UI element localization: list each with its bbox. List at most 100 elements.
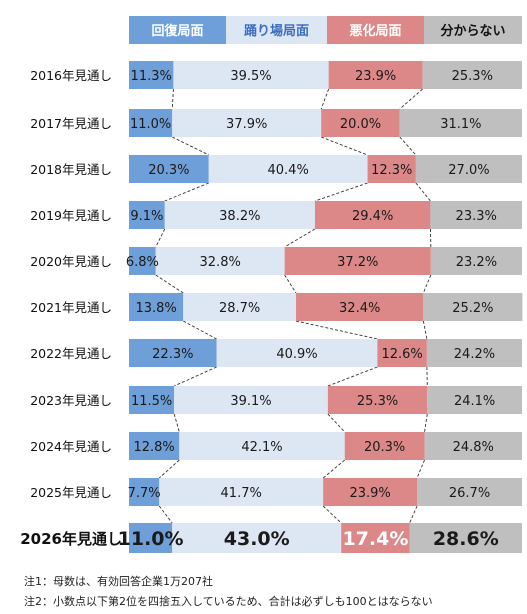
value-label-worsening-8: 20.3%	[364, 440, 405, 455]
connector-0-1	[320, 88, 330, 110]
bar-unknown-6	[426, 339, 522, 367]
value-label-unknown-10: 28.6%	[433, 528, 499, 550]
bar-worsening-2	[367, 155, 416, 183]
value-label-recovery-4: 6.8%	[126, 255, 159, 270]
value-label-unknown-0: 25.3%	[452, 69, 493, 84]
connector-4-0	[155, 274, 184, 294]
bar-unknown-4	[430, 247, 522, 275]
category-label-8: 2024年見通し	[30, 439, 112, 454]
bar-unknown-0	[422, 61, 522, 89]
value-label-worsening-7: 25.3%	[357, 394, 398, 409]
bar-recovery-2	[129, 155, 209, 183]
value-label-recovery-3: 9.1%	[130, 209, 163, 224]
connector-3-1	[284, 228, 316, 248]
bar-plateau-10	[172, 523, 342, 553]
bar-worsening-8	[344, 432, 425, 460]
bar-worsening-7	[327, 386, 428, 414]
bar-worsening-5	[296, 293, 424, 321]
value-label-plateau-7: 39.1%	[230, 394, 271, 409]
bar-plateau-4	[155, 247, 285, 275]
bar-recovery-3	[129, 201, 165, 229]
bar-unknown-8	[424, 432, 522, 460]
bar-unknown-1	[399, 109, 522, 137]
value-label-recovery-8: 12.8%	[133, 440, 174, 455]
bar-plateau-2	[208, 155, 368, 183]
value-label-recovery-7: 11.5%	[131, 394, 172, 409]
value-label-plateau-10: 43.0%	[224, 528, 290, 550]
connector-8-2	[416, 459, 425, 479]
value-label-unknown-1: 31.1%	[440, 117, 481, 132]
bar-unknown-7	[427, 386, 522, 414]
category-label-9: 2025年見通し	[30, 485, 112, 500]
bar-worsening-9	[323, 478, 418, 506]
category-label-10: 2026年見通し	[20, 530, 122, 548]
bar-recovery-6	[129, 339, 217, 367]
value-label-recovery-6: 22.3%	[152, 347, 193, 362]
connector-9-0	[158, 505, 173, 524]
value-label-recovery-5: 13.8%	[135, 301, 176, 316]
bar-worsening-3	[314, 201, 431, 229]
value-label-recovery-1: 11.0%	[130, 117, 171, 132]
bar-worsening-0	[328, 61, 423, 89]
connector-8-0	[158, 459, 180, 479]
value-label-plateau-2: 40.4%	[268, 163, 309, 178]
bar-recovery-0	[129, 61, 174, 89]
bar-recovery-5	[129, 293, 184, 321]
category-label-7: 2023年見通し	[30, 393, 112, 408]
value-label-plateau-6: 40.9%	[276, 347, 317, 362]
value-label-worsening-6: 12.6%	[381, 347, 422, 362]
bar-plateau-5	[183, 293, 297, 321]
connector-9-1	[322, 505, 342, 524]
legend-swatch-plateau	[226, 16, 327, 44]
category-labels: 2016年見通し 2017年見通し 2018年見通し 2019年見通し 2020年見通し…	[20, 68, 122, 548]
connector-6-0	[174, 366, 217, 387]
connector-0-0	[171, 88, 174, 110]
bar-connectors	[155, 88, 432, 524]
value-label-plateau-1: 37.9%	[226, 117, 267, 132]
connector-4-1	[284, 274, 297, 294]
bar-plateau-1	[172, 109, 322, 137]
chart-notes: 注1：母数は、有効回答企業1万207社 注2：小数点以下第2位を四捨五入している…	[24, 572, 524, 612]
bar-unknown-10	[409, 523, 522, 553]
connector-1-0	[172, 136, 209, 156]
connector-3-0	[155, 228, 166, 248]
bar-plateau-8	[179, 432, 345, 460]
value-label-plateau-5: 28.7%	[219, 301, 260, 316]
value-label-worsening-2: 12.3%	[371, 163, 412, 178]
value-label-plateau-9: 41.7%	[221, 486, 262, 501]
value-label-worsening-4: 37.2%	[337, 255, 378, 270]
bar-plateau-3	[164, 201, 315, 229]
note-1: 注1：母数は、有効回答企業1万207社	[24, 575, 213, 588]
note-2: 注2：小数点以下第2位を四捨五入しているため、合計は必ずしも100とはならない	[24, 595, 433, 608]
value-label-unknown-9: 26.7%	[449, 486, 490, 501]
value-label-worsening-5: 32.4%	[339, 301, 380, 316]
category-label-6: 2022年見通し	[30, 346, 112, 361]
value-label-worsening-9: 23.9%	[349, 486, 390, 501]
legend-swatch-worsening	[327, 16, 424, 44]
legend-label-recovery: 回復局面	[151, 23, 203, 39]
bar-recovery-10	[129, 523, 173, 553]
category-label-4: 2020年見通し	[30, 254, 112, 269]
connector-2-2	[415, 182, 431, 202]
bar-worsening-6	[377, 339, 427, 367]
value-label-worsening-3: 29.4%	[352, 209, 393, 224]
bar-unknown-9	[417, 478, 522, 506]
connector-1-1	[321, 136, 368, 156]
bar-worsening-1	[321, 109, 400, 137]
connector-5-0	[183, 320, 217, 340]
value-label-recovery-9: 7.7%	[128, 486, 161, 501]
value-label-worsening-1: 20.0%	[340, 117, 381, 132]
value-label-unknown-6: 24.2%	[454, 347, 495, 362]
bar-recovery-1	[129, 109, 173, 137]
value-label-unknown-5: 25.2%	[452, 301, 493, 316]
category-label-5: 2021年見通し	[30, 300, 112, 315]
value-label-plateau-0: 39.5%	[230, 69, 271, 84]
connector-2-0	[164, 182, 209, 202]
bar-recovery-4	[129, 247, 156, 275]
category-label-0: 2016年見通し	[30, 68, 112, 83]
connector-0-2	[399, 88, 423, 110]
legend-label-worsening: 悪化局面	[349, 23, 401, 39]
bar-plateau-6	[216, 339, 378, 367]
bar-plateau-7	[174, 386, 328, 414]
